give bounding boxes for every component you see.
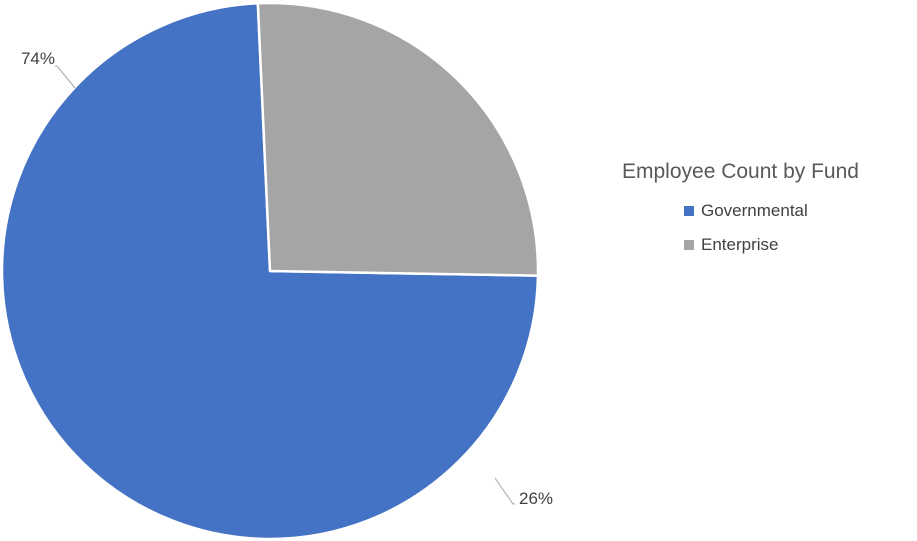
leader-line-governmental	[55, 65, 76, 89]
legend-swatch	[684, 240, 694, 250]
leader-line-enterprise	[494, 477, 515, 505]
legend-swatch	[684, 206, 694, 216]
pie-slice-enterprise	[256, 1, 540, 277]
data-label-enterprise: 26%	[519, 489, 553, 508]
data-label-governmental: 74%	[21, 49, 55, 68]
data-labels: 74% 26%	[21, 49, 553, 508]
legend-item-governmental: Governmental	[622, 194, 912, 228]
chart-title: Employee Count by Fund	[622, 160, 859, 183]
legend-item-enterprise: Enterprise	[622, 228, 912, 262]
legend-items: Governmental Enterprise	[622, 194, 912, 262]
legend: Employee Count by Fund Governmental Enter…	[622, 160, 912, 262]
legend-label: Governmental	[701, 201, 808, 220]
pie-slices	[0, 1, 540, 541]
leader-lines	[55, 65, 515, 505]
legend-label: Enterprise	[701, 235, 779, 254]
